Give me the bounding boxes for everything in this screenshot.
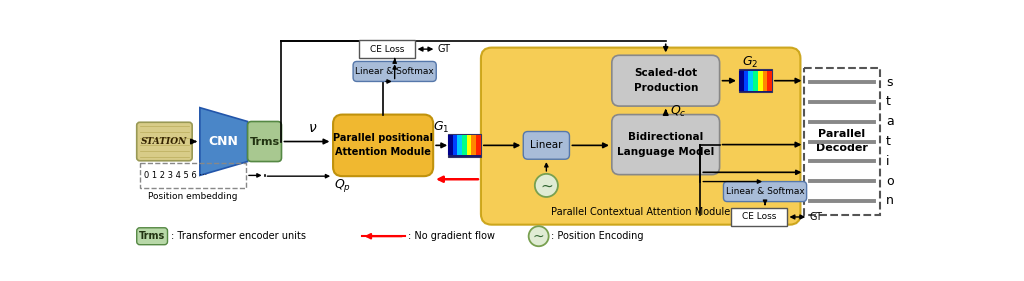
Text: Language Model: Language Model: [617, 146, 715, 157]
Bar: [140, 163, 246, 188]
Text: a: a: [886, 115, 894, 128]
Text: Production: Production: [634, 83, 698, 93]
Bar: [453, 135, 458, 155]
Text: ~: ~: [532, 230, 545, 244]
FancyBboxPatch shape: [523, 132, 569, 159]
Text: Parallel positional: Parallel positional: [333, 133, 433, 143]
Bar: [731, 208, 786, 226]
Text: Attention Module: Attention Module: [335, 146, 431, 157]
Bar: [467, 135, 471, 155]
FancyBboxPatch shape: [137, 228, 168, 245]
Text: Scaled-dot: Scaled-dot: [634, 68, 697, 78]
Text: Decoder: Decoder: [816, 143, 868, 153]
Bar: [749, 71, 753, 91]
Text: CE Loss: CE Loss: [741, 212, 776, 221]
Text: t: t: [886, 96, 891, 108]
FancyBboxPatch shape: [611, 115, 720, 175]
Bar: [359, 40, 415, 58]
Bar: [804, 68, 880, 215]
Bar: [739, 71, 743, 91]
Text: $G_1$: $G_1$: [433, 119, 450, 135]
Text: Linear & Softmax: Linear & Softmax: [355, 67, 434, 76]
Text: Parallel Contextual Attention Module: Parallel Contextual Attention Module: [551, 207, 730, 217]
Bar: [743, 71, 749, 91]
FancyBboxPatch shape: [137, 122, 193, 161]
Text: CNN: CNN: [209, 135, 239, 148]
Bar: [458, 135, 462, 155]
Bar: [763, 71, 767, 91]
Text: s: s: [886, 76, 893, 89]
FancyBboxPatch shape: [611, 55, 720, 106]
Bar: [476, 135, 481, 155]
Polygon shape: [200, 108, 248, 175]
Bar: [753, 71, 758, 91]
Text: ~: ~: [540, 179, 553, 194]
Text: : Transformer encoder units: : Transformer encoder units: [171, 231, 305, 241]
Text: Linear: Linear: [530, 140, 562, 150]
FancyBboxPatch shape: [353, 62, 436, 81]
Bar: [447, 134, 481, 157]
Text: $Q_c$: $Q_c$: [670, 104, 686, 119]
Text: $\nu$: $\nu$: [308, 121, 317, 135]
Text: Bidirectional: Bidirectional: [628, 132, 703, 142]
FancyBboxPatch shape: [333, 115, 433, 176]
Text: : No gradient flow: : No gradient flow: [408, 231, 495, 241]
Text: $G_2$: $G_2$: [742, 55, 758, 70]
Text: Parallel: Parallel: [818, 129, 865, 139]
Text: : Position Encoding: : Position Encoding: [551, 231, 643, 241]
Text: GT: GT: [438, 44, 451, 54]
Text: CE Loss: CE Loss: [370, 45, 404, 54]
Text: 0 1 2 3 4 5 6 ···: 0 1 2 3 4 5 6 ···: [144, 171, 208, 180]
Text: Trms: Trms: [250, 137, 280, 146]
FancyBboxPatch shape: [248, 121, 282, 162]
Bar: [471, 135, 476, 155]
Text: STATION: STATION: [141, 137, 187, 146]
Circle shape: [528, 226, 549, 246]
FancyBboxPatch shape: [724, 182, 807, 201]
FancyBboxPatch shape: [481, 47, 801, 225]
Text: n: n: [886, 194, 894, 207]
Text: Position embedding: Position embedding: [148, 192, 238, 201]
Text: t: t: [886, 135, 891, 148]
Bar: [447, 135, 453, 155]
Text: Trms: Trms: [139, 231, 165, 241]
Bar: [739, 69, 772, 92]
Bar: [758, 71, 763, 91]
Text: i: i: [886, 155, 890, 168]
Text: o: o: [886, 175, 894, 187]
Text: $Q_p$: $Q_p$: [334, 177, 351, 194]
Bar: [462, 135, 467, 155]
Circle shape: [535, 174, 558, 197]
Text: GT: GT: [810, 212, 822, 222]
Bar: [767, 71, 772, 91]
Text: Linear & Softmax: Linear & Softmax: [726, 187, 805, 196]
